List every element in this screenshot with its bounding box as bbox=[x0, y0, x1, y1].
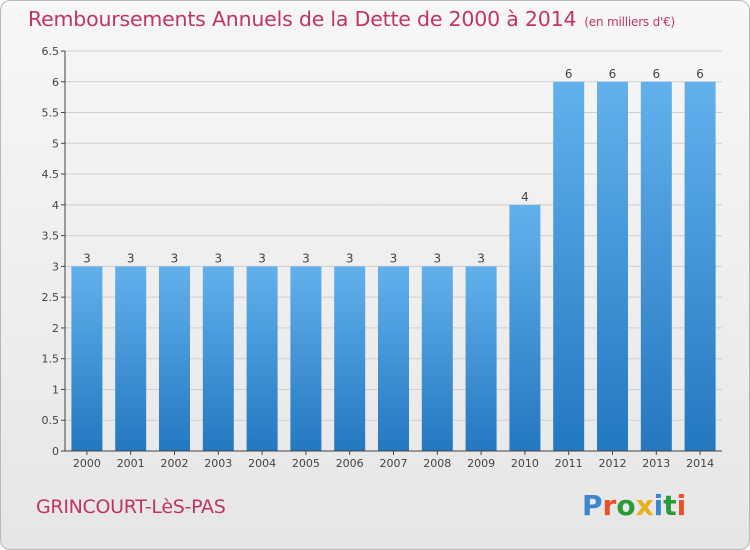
chart-title-text: Remboursements Annuels de la Dette de 20… bbox=[28, 7, 577, 31]
x-tick-label: 2001 bbox=[117, 457, 145, 470]
data-label: 4 bbox=[521, 190, 529, 204]
bar-2008 bbox=[421, 266, 453, 451]
data-label: 3 bbox=[302, 251, 310, 265]
data-label: 3 bbox=[477, 251, 485, 265]
bar-2002 bbox=[159, 266, 190, 451]
y-tick-label: 6 bbox=[52, 76, 59, 89]
data-label: 3 bbox=[171, 251, 179, 265]
brand-letter: x bbox=[635, 489, 654, 522]
data-label: 3 bbox=[127, 251, 135, 265]
y-tick-label: 3 bbox=[52, 260, 59, 273]
data-label: 6 bbox=[609, 67, 617, 81]
x-tick-label: 2014 bbox=[686, 457, 714, 470]
x-tick-label: 2004 bbox=[248, 457, 276, 470]
data-label: 3 bbox=[214, 251, 222, 265]
y-tick-label: 6.5 bbox=[42, 45, 60, 58]
bar-2012 bbox=[597, 81, 628, 452]
y-tick-label: 3.5 bbox=[42, 230, 60, 243]
y-tick-label: 4 bbox=[52, 199, 59, 212]
bars bbox=[71, 81, 716, 452]
y-tick-label: 4.5 bbox=[42, 168, 60, 181]
data-label: 3 bbox=[258, 251, 266, 265]
data-label: 3 bbox=[346, 251, 354, 265]
y-tick-label: 1.5 bbox=[42, 353, 60, 366]
y-tick-label: 1 bbox=[52, 383, 59, 396]
x-tick-label: 2000 bbox=[73, 457, 101, 470]
data-label: 3 bbox=[390, 251, 398, 265]
y-tick-label: 2 bbox=[52, 322, 59, 335]
y-tick-label: 5 bbox=[52, 137, 59, 150]
bar-2006 bbox=[334, 266, 366, 451]
x-tick-label: 2007 bbox=[380, 457, 408, 470]
bar-2003 bbox=[202, 266, 234, 451]
chart-subtitle: (en milliers d'€) bbox=[584, 15, 676, 29]
x-tick-label: 2013 bbox=[642, 457, 670, 470]
brand-letter: i bbox=[676, 489, 687, 522]
bar-2009 bbox=[465, 266, 497, 451]
bar-2007 bbox=[378, 266, 409, 451]
labels: 0 0.5 1 1.5 2 2.5 3 3.5 4 4.5 5 5.5 6 6.5 2000 3 2001 3 20… bbox=[42, 45, 715, 470]
brand-letter: o bbox=[616, 489, 636, 522]
bar-2005 bbox=[290, 266, 322, 451]
brand-letter: r bbox=[602, 489, 617, 522]
x-tick-label: 2006 bbox=[336, 457, 364, 470]
y-tick-label: 2.5 bbox=[42, 291, 60, 304]
data-label: 3 bbox=[83, 251, 91, 265]
brand-letter: t bbox=[663, 489, 677, 522]
brand-letter: i bbox=[653, 489, 664, 522]
brand-letter: P bbox=[582, 489, 603, 522]
y-tick-label: 0.5 bbox=[42, 414, 60, 427]
y-tick-label: 0 bbox=[52, 445, 59, 458]
x-tick-label: 2005 bbox=[292, 457, 320, 470]
bar-2014 bbox=[684, 81, 716, 452]
x-tick-label: 2003 bbox=[204, 457, 232, 470]
y-tick-label: 5.5 bbox=[42, 107, 60, 120]
brand-logo: Proxiti bbox=[582, 489, 686, 522]
data-label: 6 bbox=[652, 67, 660, 81]
data-label: 6 bbox=[565, 67, 573, 81]
bar-2010 bbox=[509, 204, 541, 451]
x-tick-label: 2011 bbox=[555, 457, 583, 470]
x-tick-label: 2010 bbox=[511, 457, 539, 470]
data-label: 6 bbox=[696, 67, 704, 81]
x-tick-label: 2012 bbox=[599, 457, 627, 470]
bar-2001 bbox=[115, 266, 147, 451]
bar-2000 bbox=[71, 266, 103, 451]
x-tick-label: 2002 bbox=[161, 457, 189, 470]
commune-name: GRINCOURT-LèS-PAS bbox=[36, 496, 226, 518]
bar-2013 bbox=[640, 81, 672, 452]
bar-2011 bbox=[553, 81, 585, 452]
bar-2004 bbox=[246, 266, 278, 451]
axes bbox=[61, 50, 722, 455]
x-tick-label: 2008 bbox=[423, 457, 451, 470]
x-tick-label: 2009 bbox=[467, 457, 495, 470]
chart-title: Remboursements Annuels de la Dette de 20… bbox=[28, 7, 675, 31]
data-label: 3 bbox=[433, 251, 441, 265]
